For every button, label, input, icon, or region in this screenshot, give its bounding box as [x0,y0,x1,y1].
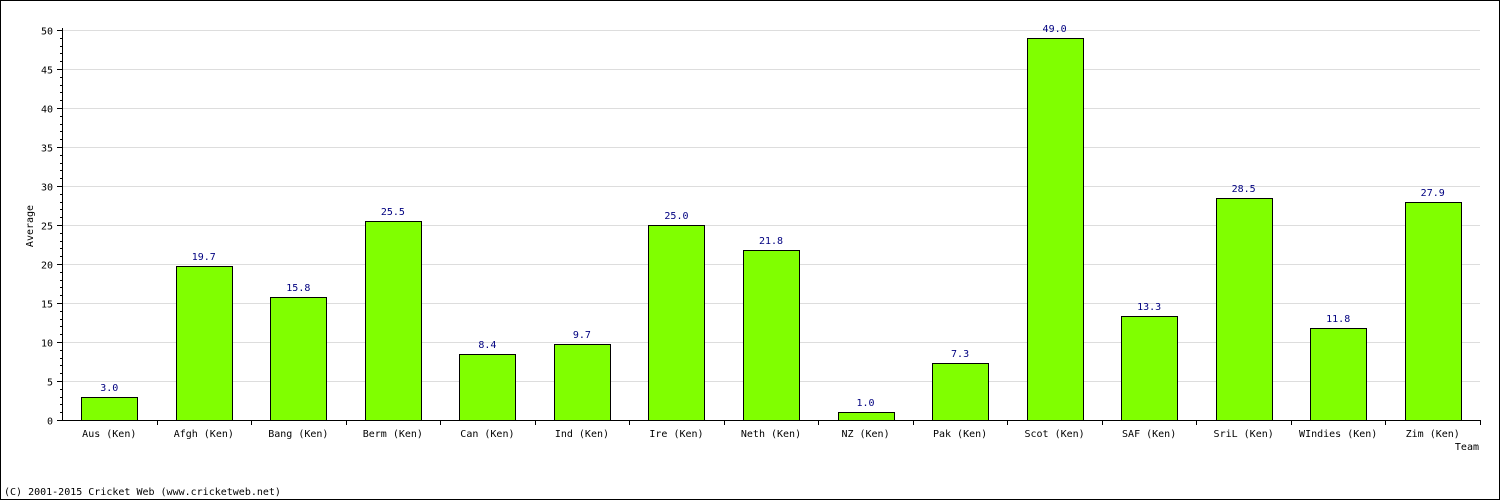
x-tick-label: Zim (Ken) [1406,429,1460,440]
x-tick-label: SAF (Ken) [1122,429,1176,440]
bar-value-label: 8.4 [478,340,496,351]
bar [554,344,611,421]
bar [270,297,327,421]
bar-value-label: 11.8 [1326,314,1350,325]
bar-value-label: 49.0 [1043,24,1067,35]
bar-value-label: 27.9 [1421,188,1445,199]
y-tick-label: 0 [47,417,53,428]
x-tick-label: NZ (Ken) [841,429,889,440]
bar [743,250,800,421]
x-tick-label: Ire (Ken) [649,429,703,440]
bar-value-label: 25.5 [381,207,405,218]
bars [81,38,1462,421]
x-axis-title: Team [1455,442,1479,453]
bar [365,221,422,421]
bar [1405,202,1462,421]
x-tick-label: Ind (Ken) [555,429,609,440]
bar [932,363,989,421]
x-tick-label: Scot (Ken) [1024,429,1084,440]
x-tick-label: Afgh (Ken) [174,429,234,440]
y-tick-label: 5 [47,378,53,389]
x-tick-label: Neth (Ken) [741,429,801,440]
x-tick-label: Bang (Ken) [268,429,328,440]
copyright-footer: (C) 2001-2015 Cricket Web (www.cricketwe… [4,487,281,498]
x-tick-label: SriL (Ken) [1214,429,1274,440]
bar-value-label: 7.3 [951,349,969,360]
bar-value-label: 19.7 [192,252,216,263]
x-tick-label: Berm (Ken) [363,429,423,440]
bar [1310,328,1367,421]
bar-value-label: 3.0 [100,383,118,394]
x-tick-label: Aus (Ken) [82,429,136,440]
x-tick-label: Pak (Ken) [933,429,987,440]
y-tick-label: 10 [41,339,53,350]
y-tick-label: 50 [41,27,53,38]
y-tick-label: 20 [41,261,53,272]
bar-value-label: 13.3 [1137,302,1161,313]
bar [838,412,895,421]
y-tick-label: 30 [41,183,53,194]
bar-value-label: 28.5 [1232,184,1256,195]
x-tick-label: Can (Ken) [460,429,514,440]
bar [176,266,233,421]
y-tick-label: 40 [41,105,53,116]
y-axis-title: Average [25,205,36,247]
bar [459,354,516,421]
y-tick-label: 45 [41,66,53,77]
y-tick-label: 15 [41,300,53,311]
bar [1027,38,1084,421]
bar-value-label: 9.7 [573,330,591,341]
bar-value-label: 15.8 [286,283,310,294]
x-tick-label: WIndies (Ken) [1299,429,1377,440]
axes [57,28,1481,425]
y-tick-label: 25 [41,222,53,233]
bar-value-label: 1.0 [857,398,875,409]
bar [1216,198,1273,421]
bar-value-label: 25.0 [664,211,688,222]
y-tick-label: 35 [41,144,53,155]
labels: 0 5 10 15 20 25 30 35 40 45 50 3.0 Aus (Ken) 19.7 Afgh… [41,24,1460,440]
bar [1121,316,1178,421]
bar-value-label: 21.8 [759,236,783,247]
bar [81,397,138,421]
bar [648,225,705,421]
